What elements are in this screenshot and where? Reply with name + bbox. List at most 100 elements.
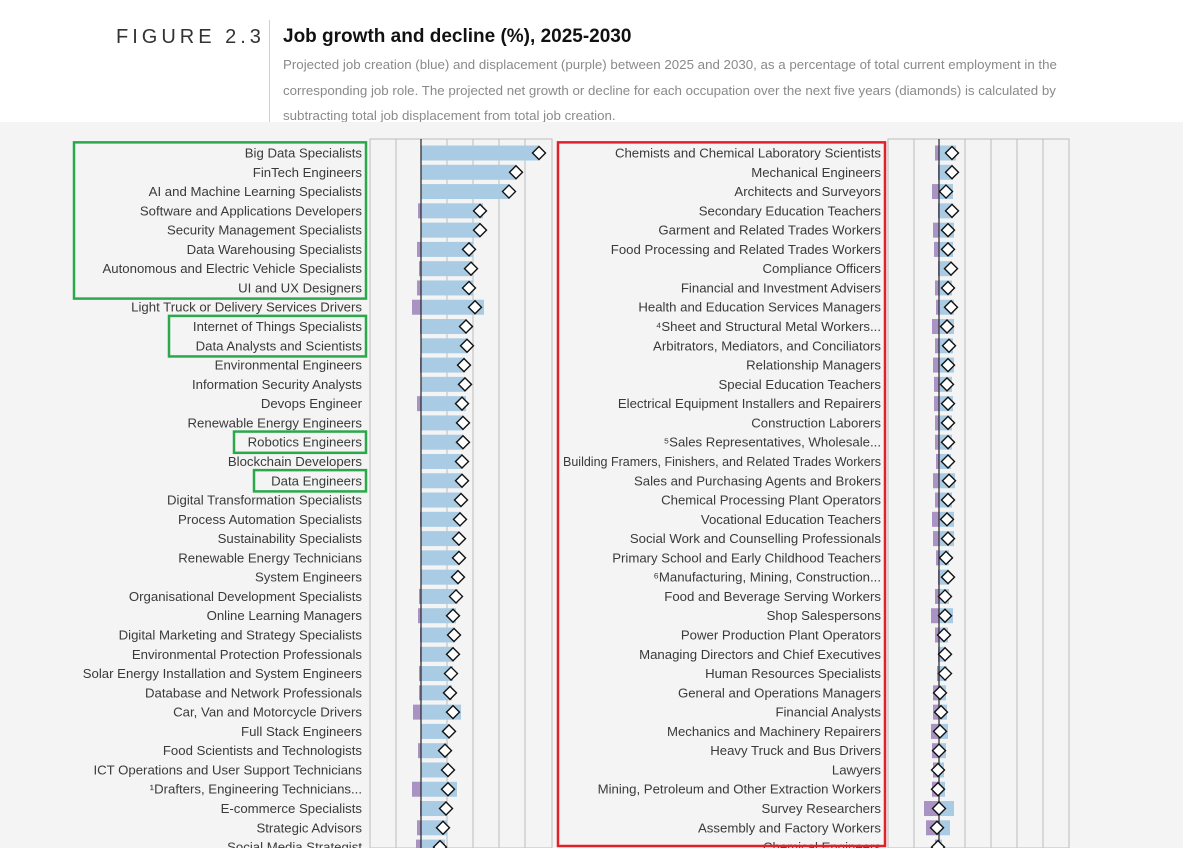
displacement-bar — [936, 299, 939, 315]
category-label: Mechanics and Machinery Repairers — [667, 724, 881, 739]
category-label: Sustainability Specialists — [218, 531, 363, 546]
category-label: Solar Energy Installation and System Eng… — [83, 666, 363, 681]
creation-bar — [421, 241, 473, 257]
net-diamond — [940, 415, 956, 431]
displacement-bar — [419, 666, 421, 682]
category-label: Blockchain Developers — [228, 454, 363, 469]
figure-header: FIGURE 2.3 Job growth and decline (%), 2… — [0, 0, 1183, 123]
displacement-bar — [419, 685, 421, 701]
creation-bar — [421, 319, 467, 335]
displacement-bar — [924, 801, 939, 817]
net-diamond — [440, 762, 456, 778]
category-label: Shop Salespersons — [767, 608, 882, 623]
net-diamond — [937, 588, 953, 604]
net-diamond — [432, 839, 448, 848]
displacement-bar — [934, 241, 939, 257]
creation-bar — [421, 222, 480, 238]
displacement-bar — [417, 241, 421, 257]
chart-panel: Big Data Specialists FinTech Engineers AI … — [0, 122, 1183, 848]
net-diamond — [940, 396, 956, 412]
net-diamond — [938, 550, 954, 566]
highlight-box — [252, 468, 368, 493]
net-diamond — [930, 781, 946, 797]
category-label: ¹Drafters, Engineering Technicians... — [150, 782, 362, 797]
displacement-bar — [932, 511, 939, 527]
net-diamond — [454, 453, 470, 469]
category-label: Survey Researchers — [762, 801, 882, 816]
category-label: Organisational Development Specialists — [129, 589, 363, 604]
category-label: Special Education Teachers — [718, 377, 881, 392]
category-label: Food Processing and Related Trades Worke… — [611, 242, 882, 257]
displacement-bar — [419, 261, 421, 277]
category-label: Database and Network Professionals — [145, 685, 362, 700]
category-label: Relationship Managers — [746, 358, 881, 373]
creation-bar — [421, 762, 448, 778]
category-label: Heavy Truck and Bus Drivers — [710, 743, 881, 758]
displacement-bar — [417, 820, 421, 836]
category-label: Health and Education Services Managers — [638, 300, 881, 315]
net-diamond — [944, 203, 960, 219]
net-diamond — [456, 357, 472, 373]
net-diamond — [531, 145, 547, 161]
category-label: ⁶Manufacturing, Mining, Construction... — [653, 570, 881, 585]
displacement-bar — [934, 376, 939, 392]
net-diamond — [451, 550, 467, 566]
category-label: Lawyers — [832, 762, 882, 777]
category-label: Compliance Officers — [763, 261, 882, 276]
displacement-bar — [933, 531, 939, 547]
creation-bar — [421, 357, 465, 373]
creation-bar — [421, 627, 455, 643]
net-diamond — [437, 743, 453, 759]
displacement-bar — [413, 704, 421, 720]
category-label: Food Scientists and Technologists — [163, 743, 363, 758]
header-divider — [269, 20, 270, 122]
category-label: Chemical Engineers — [763, 840, 881, 848]
category-label: Financial and Investment Advisers — [681, 280, 882, 295]
category-label: Mechanical Engineers — [751, 165, 881, 180]
net-diamond — [435, 820, 451, 836]
net-diamond — [933, 704, 949, 720]
category-label: Mining, Petroleum and Other Extraction W… — [598, 782, 882, 797]
net-diamond — [448, 588, 464, 604]
highlight-box — [556, 141, 887, 848]
net-diamond — [940, 434, 956, 450]
net-diamond — [442, 685, 458, 701]
category-label: Vocational Education Teachers — [701, 512, 882, 527]
category-label: Arbitrators, Mediators, and Conciliators — [653, 338, 881, 353]
net-diamond — [508, 164, 524, 180]
net-diamond — [446, 627, 462, 643]
net-diamond — [940, 357, 956, 373]
displacement-bar — [416, 839, 421, 848]
category-label: Building Framers, Finishers, and Related… — [563, 454, 881, 469]
displacement-bar — [935, 492, 939, 508]
creation-bar — [421, 801, 447, 817]
category-label: Light Truck or Delivery Services Drivers — [131, 300, 362, 315]
creation-bar — [421, 839, 445, 848]
displacement-bar — [936, 453, 939, 469]
net-diamond — [939, 511, 955, 527]
figure-label: FIGURE 2.3 — [116, 26, 265, 48]
creation-bar — [421, 550, 459, 566]
net-diamond — [461, 241, 477, 257]
creation-bar — [421, 743, 448, 759]
category-label: ICT Operations and User Support Technici… — [93, 762, 362, 777]
category-label: Sales and Purchasing Agents and Brokers — [634, 473, 881, 488]
creation-bar — [421, 646, 454, 662]
category-label: Devops Engineer — [261, 396, 363, 411]
net-diamond — [451, 531, 467, 547]
displacement-bar — [936, 550, 939, 566]
displacement-bar — [412, 781, 421, 797]
category-label: E-commerce Specialists — [221, 801, 363, 816]
creation-bar — [939, 820, 950, 836]
displacement-bar — [935, 434, 939, 450]
creation-bar — [421, 723, 449, 739]
net-diamond — [937, 608, 953, 624]
displacement-bar — [935, 415, 939, 431]
net-diamond — [501, 184, 517, 200]
category-label: Food and Beverage Serving Workers — [664, 589, 881, 604]
displacement-bar — [933, 357, 939, 373]
category-label: Software and Applications Developers — [140, 203, 363, 218]
category-label: Full Stack Engineers — [241, 724, 362, 739]
creation-bar — [421, 145, 539, 161]
category-label: Car, Van and Motorcycle Drivers — [173, 705, 362, 720]
